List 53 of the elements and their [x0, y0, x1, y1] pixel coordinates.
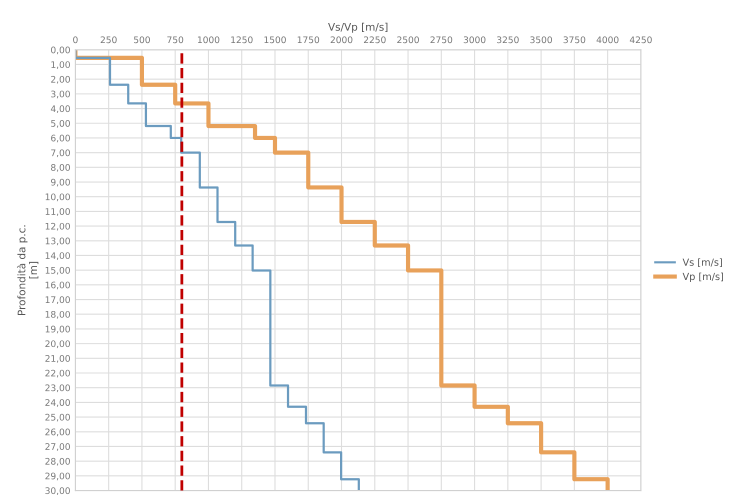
y-tick-label: 26,00 [45, 428, 70, 436]
x-tick-label: 3000 [464, 36, 486, 44]
y-tick-label: 12,00 [46, 222, 70, 231]
y-tick-label: 14,00 [46, 252, 70, 260]
y-tick-label: 15,00 [46, 266, 70, 275]
x-tick-label: 2000 [330, 36, 352, 44]
y-tick-label: 22,00 [45, 370, 70, 378]
y-tick-label: 18,00 [46, 310, 70, 319]
y-tick-label: 29,00 [45, 472, 70, 480]
legend-label: Vp [m/s] [682, 272, 723, 282]
x-tick-label: 2250 [364, 36, 386, 44]
x-tick-label: 500 [134, 36, 150, 44]
y-tick-label: 10,00 [46, 193, 70, 202]
y-tick-label: 1,00 [51, 61, 70, 69]
x-tick-label: 250 [100, 36, 117, 44]
y-tick-label: 21,00 [45, 355, 70, 363]
y-tick-label: 7,00 [51, 149, 70, 158]
x-tick-label: 4250 [630, 36, 652, 44]
x-tick-label: 1000 [198, 36, 220, 44]
y-tick-label: 2,00 [51, 76, 70, 84]
x-tick-label: 2500 [397, 36, 419, 44]
x-tick-label: 4000 [596, 36, 619, 44]
x-tick-label: 750 [167, 36, 184, 44]
y-tick-label: 6,00 [51, 134, 70, 142]
y-tick-label: 0,00 [51, 46, 70, 54]
legend-label: Vs [m/s] [682, 258, 722, 267]
y-tick-label: 19,00 [46, 326, 70, 334]
y-tick-label: 11,00 [46, 208, 70, 216]
y-axis-title: Profondità da p.c. [m] [16, 225, 38, 315]
y-tick-label: 13,00 [46, 238, 70, 246]
x-tick-label: 1500 [264, 36, 286, 44]
y-tick-label: 27,00 [45, 443, 70, 451]
y-tick-label: 25,00 [45, 414, 70, 422]
y-tick-label: 23,00 [45, 384, 70, 392]
y-tick-label: 30,00 [45, 487, 70, 496]
y-tick-label: 8,00 [51, 164, 70, 172]
y-tick-label: 16,00 [46, 282, 70, 290]
y-tick-label: 5,00 [51, 120, 70, 128]
y-tick-label: 28,00 [45, 458, 70, 466]
y-tick-label: 20,00 [45, 340, 70, 348]
y-tick-label: 3,00 [51, 90, 70, 98]
y-tick-label: 4,00 [50, 105, 70, 114]
x-tick-label: 3250 [497, 36, 519, 44]
x-tick-label: 3500 [530, 36, 552, 44]
x-tick-label: 3750 [564, 36, 586, 44]
x-tick-label: 1250 [231, 36, 253, 44]
y-tick-label: 17,00 [46, 296, 70, 304]
x-axis-title: Vs/Vp [m/s] [328, 22, 388, 33]
y-tick-label: 24,00 [45, 399, 70, 407]
x-tick-label: 2750 [430, 36, 452, 44]
y-tick-label: 9,00 [51, 178, 70, 186]
x-tick-label: 1750 [298, 36, 320, 44]
x-tick-label: 0 [73, 36, 78, 44]
